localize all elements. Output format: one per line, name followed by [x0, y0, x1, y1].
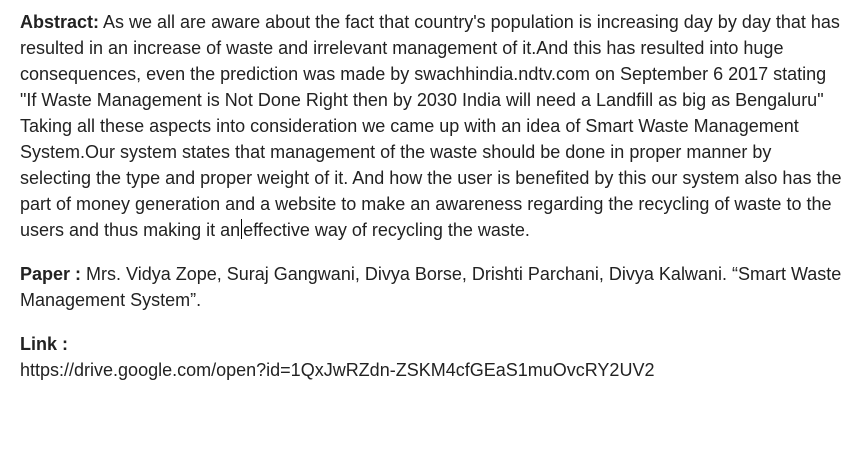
- abstract-text-end[interactable]: effective way of recycling the waste.: [243, 220, 530, 240]
- text-cursor: [241, 219, 243, 239]
- paper-paragraph[interactable]: Paper : Mrs. Vidya Zope, Suraj Gangwani,…: [20, 261, 845, 313]
- abstract-label: Abstract:: [20, 12, 100, 32]
- abstract-text[interactable]: As we all are aware about the fact that …: [20, 12, 842, 240]
- document-body: Abstract: As we all are aware about the …: [20, 9, 845, 383]
- abstract-paragraph[interactable]: Abstract: As we all are aware about the …: [20, 9, 845, 243]
- link-url[interactable]: https://drive.google.com/open?id=1QxJwRZ…: [20, 360, 655, 380]
- paper-citation[interactable]: Mrs. Vidya Zope, Suraj Gangwani, Divya B…: [20, 264, 842, 310]
- link-paragraph[interactable]: Link : https://drive.google.com/open?id=…: [20, 331, 845, 383]
- paper-label: Paper :: [20, 264, 82, 284]
- link-label: Link :: [20, 334, 68, 354]
